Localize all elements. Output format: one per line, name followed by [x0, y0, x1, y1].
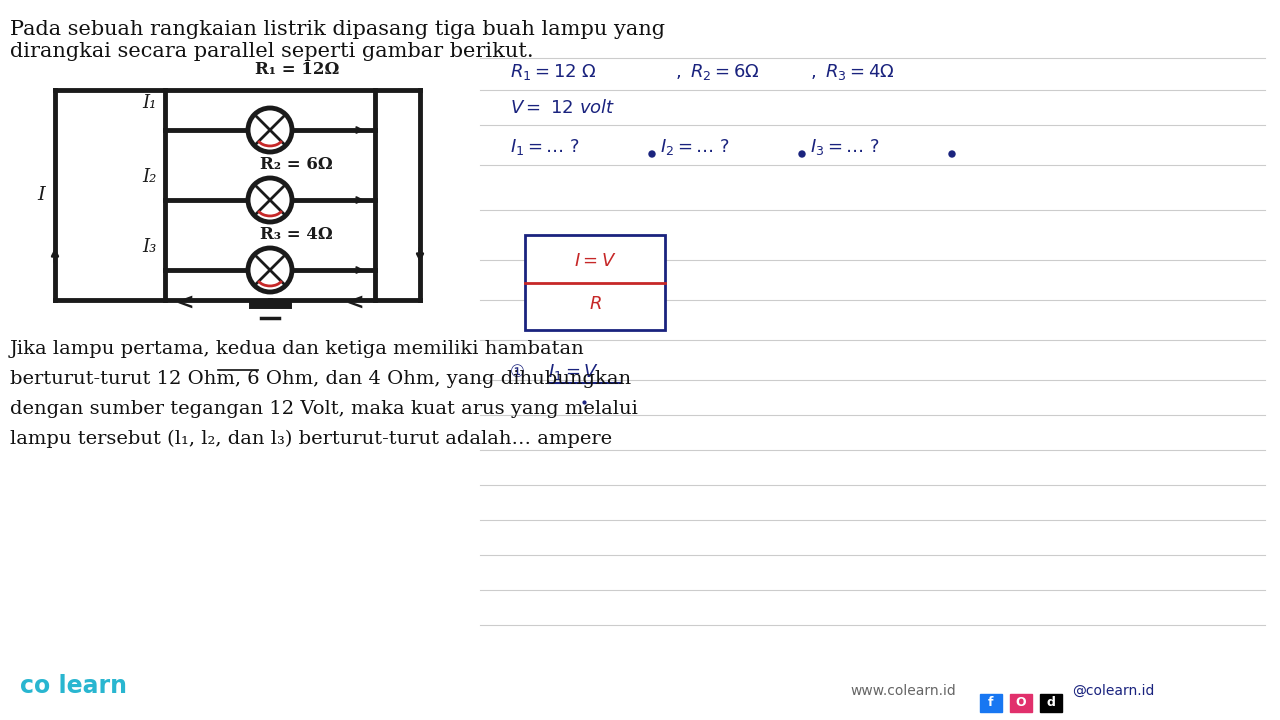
Text: berturut-turut 12 Ohm, 6 Ohm, dan 4 Ohm, yang dihubungkan: berturut-turut 12 Ohm, 6 Ohm, dan 4 Ohm,… [10, 370, 631, 388]
Text: $\mathit{I}_3 = \ldots\ ?$: $\mathit{I}_3 = \ldots\ ?$ [810, 137, 881, 157]
Text: I₃: I₃ [142, 238, 157, 256]
Text: $,\ \mathit{R}_2 = 6\mathit{\Omega}$: $,\ \mathit{R}_2 = 6\mathit{\Omega}$ [675, 62, 759, 82]
Text: @colearn.id: @colearn.id [1073, 684, 1155, 698]
Text: lampu tersebut (l₁, l₂, dan l₃) berturut-turut adalah… ampere: lampu tersebut (l₁, l₂, dan l₃) berturut… [10, 430, 612, 449]
Text: I: I [37, 186, 45, 204]
Text: O: O [1016, 696, 1027, 709]
Text: dengan sumber tegangan 12 Volt, maka kuat arus yang melalui: dengan sumber tegangan 12 Volt, maka kua… [10, 400, 637, 418]
Text: <: < [175, 292, 195, 314]
Text: $V = \ 12\ volt$: $V = \ 12\ volt$ [509, 99, 616, 117]
Circle shape [948, 151, 955, 157]
Text: I₂: I₂ [142, 168, 157, 186]
Circle shape [649, 151, 655, 157]
Text: $\mathit{R}_1 = 12\ \Omega$: $\mathit{R}_1 = 12\ \Omega$ [509, 62, 596, 82]
Text: R₃ = 4Ω: R₃ = 4Ω [260, 226, 333, 243]
Circle shape [248, 248, 292, 292]
Text: co learn: co learn [20, 674, 127, 698]
Text: Pada sebuah rangkaian listrik dipasang tiga buah lampu yang: Pada sebuah rangkaian listrik dipasang t… [10, 20, 666, 39]
Bar [980, 694, 1002, 712]
Text: R₂ = 6Ω: R₂ = 6Ω [260, 156, 333, 173]
Text: $\mathit{I}_1 = \ldots\ ?$: $\mathit{I}_1 = \ldots\ ?$ [509, 137, 580, 157]
Bar [1039, 694, 1062, 712]
Text: $\mathit{I}_1 = \mathit{V}$: $\mathit{I}_1 = \mathit{V}$ [548, 362, 599, 382]
Text: <: < [346, 292, 365, 314]
Circle shape [248, 178, 292, 222]
Text: I₁: I₁ [142, 94, 157, 112]
Text: R₁ = 12Ω: R₁ = 12Ω [255, 61, 339, 78]
Text: www.colearn.id: www.colearn.id [850, 684, 956, 698]
Text: dirangkai secara parallel seperti gambar berikut.: dirangkai secara parallel seperti gambar… [10, 42, 534, 61]
Text: $,\ \mathit{R}_3 = 4\mathit{\Omega}$: $,\ \mathit{R}_3 = 4\mathit{\Omega}$ [810, 62, 895, 82]
Text: $I = V$: $I = V$ [573, 252, 617, 270]
Text: Jika lampu pertama, kedua dan ketiga memiliki hambatan: Jika lampu pertama, kedua dan ketiga mem… [10, 340, 585, 358]
Text: ①: ① [509, 363, 525, 381]
Text: $R$: $R$ [589, 295, 602, 313]
Circle shape [799, 151, 805, 157]
Circle shape [248, 108, 292, 152]
Text: $\mathit{I}_2 = \ldots\ ?$: $\mathit{I}_2 = \ldots\ ?$ [660, 137, 730, 157]
Bar [1010, 694, 1032, 712]
Text: f: f [988, 696, 993, 709]
Text: d: d [1047, 696, 1056, 709]
Bar [525, 235, 666, 330]
